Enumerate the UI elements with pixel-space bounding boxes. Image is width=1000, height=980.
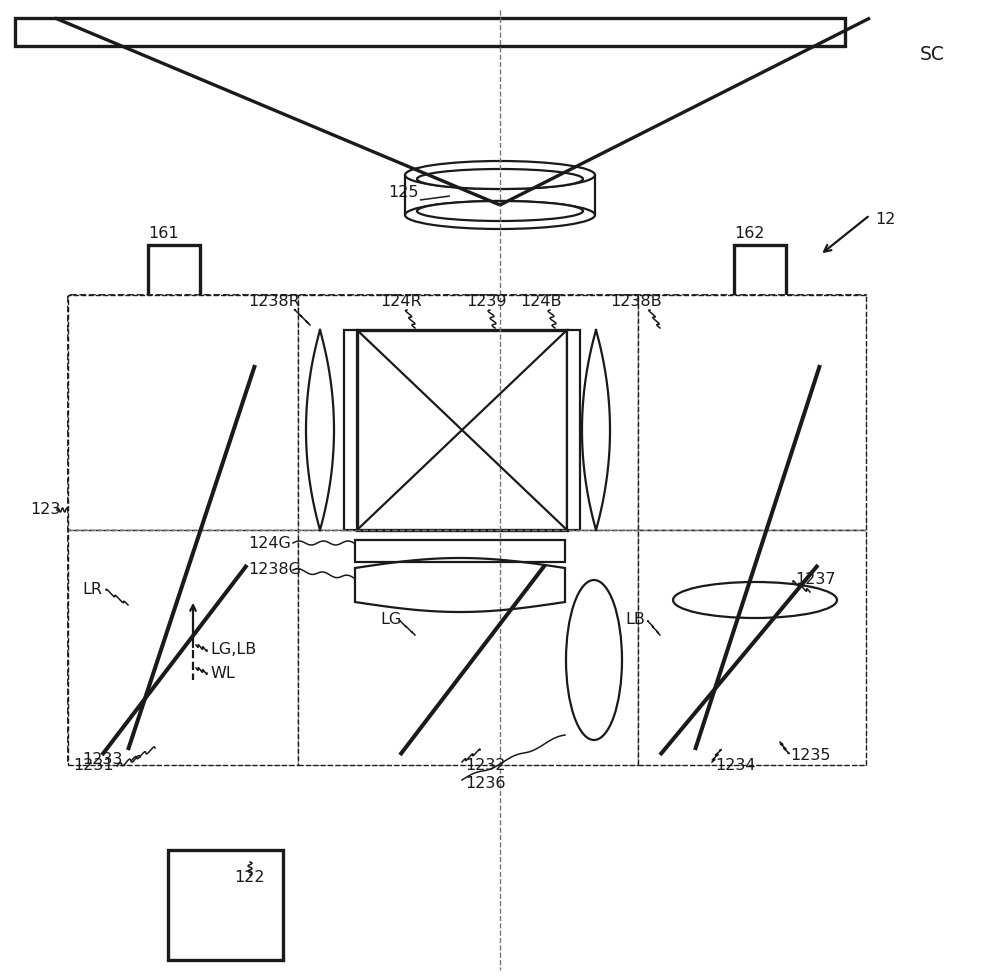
- Text: 1233: 1233: [82, 753, 122, 767]
- Bar: [15, 18, 845, 46]
- Ellipse shape: [417, 169, 583, 189]
- Text: 1239: 1239: [466, 295, 507, 310]
- Bar: [68, 530, 298, 765]
- Bar: [68, 295, 298, 530]
- Text: LB: LB: [625, 612, 645, 627]
- Text: 125: 125: [388, 185, 418, 201]
- Text: 1238R: 1238R: [248, 295, 300, 310]
- Bar: [567, 330, 580, 530]
- Text: 1232: 1232: [465, 758, 506, 772]
- Text: 1234: 1234: [715, 758, 756, 772]
- Bar: [68, 295, 866, 765]
- Ellipse shape: [673, 582, 837, 618]
- Bar: [638, 530, 866, 765]
- Ellipse shape: [405, 161, 595, 189]
- Ellipse shape: [417, 201, 583, 221]
- Text: 1231: 1231: [73, 759, 114, 773]
- Text: 1237: 1237: [795, 572, 836, 587]
- Bar: [355, 540, 565, 562]
- Bar: [357, 330, 567, 530]
- Ellipse shape: [566, 580, 622, 740]
- Text: LR: LR: [82, 582, 102, 598]
- Text: 161: 161: [148, 226, 179, 241]
- Text: 123: 123: [30, 503, 60, 517]
- Text: WL: WL: [210, 665, 235, 680]
- Text: 162: 162: [734, 226, 765, 241]
- Text: LG: LG: [380, 612, 401, 627]
- Text: 124B: 124B: [520, 295, 562, 310]
- Bar: [148, 245, 200, 297]
- Bar: [344, 330, 357, 530]
- Text: 1235: 1235: [790, 748, 830, 762]
- Text: 1238B: 1238B: [610, 295, 662, 310]
- Text: 1238G: 1238G: [248, 563, 301, 577]
- Ellipse shape: [405, 201, 595, 229]
- Text: 1236: 1236: [465, 775, 506, 791]
- Bar: [168, 850, 283, 960]
- Bar: [298, 530, 638, 765]
- Text: 12: 12: [875, 213, 895, 227]
- Bar: [298, 295, 638, 530]
- Text: 122: 122: [235, 870, 265, 886]
- Text: 124G: 124G: [248, 535, 291, 551]
- Text: SC: SC: [920, 45, 945, 65]
- Bar: [734, 245, 786, 297]
- Text: LG,LB: LG,LB: [210, 643, 256, 658]
- Bar: [638, 295, 866, 530]
- Text: 124R: 124R: [380, 295, 422, 310]
